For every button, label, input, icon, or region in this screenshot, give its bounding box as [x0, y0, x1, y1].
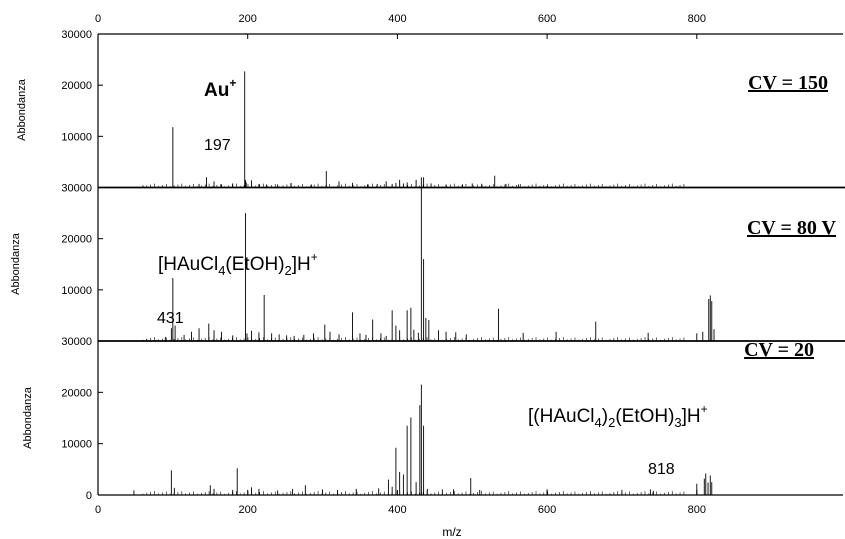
ion-charge: +: [701, 402, 708, 416]
bottom-x-tick-label: 200: [239, 504, 257, 516]
ion-text-4: ]H: [682, 406, 701, 427]
bottom-x-axis: 0 200 400 600 800: [95, 490, 706, 516]
panel-cv80-y-axis: 10000 20000 30000: [61, 183, 103, 297]
ion-charge: +: [311, 250, 318, 264]
panel-cv20: 0 10000 20000 30000 Abbondanza CV = 20 [(HA…: [22, 336, 814, 502]
panel-cv150-mz-label: 197: [204, 137, 231, 154]
panel-cv80-y-title: Abbondanza: [10, 232, 22, 295]
top-x-tick-label: 400: [388, 13, 406, 25]
y-tick-label: 0: [86, 490, 92, 502]
top-x-tick-label: 0: [95, 13, 101, 25]
y-tick-label: 30000: [61, 183, 92, 195]
top-x-tick-label: 800: [688, 13, 706, 25]
y-tick-label: 10000: [61, 439, 92, 451]
ion-text-3: (EtOH): [615, 406, 674, 427]
panel-cv20-y-title: Abbondanza: [22, 386, 34, 449]
panel-cv20-mz-label: 818: [648, 461, 675, 478]
y-tick-label: 20000: [61, 80, 92, 92]
panel-cv150-y-title: Abbondanza: [16, 78, 28, 141]
y-tick-label: 30000: [61, 336, 92, 348]
ion-text-2: ): [602, 406, 608, 427]
y-tick-label: 10000: [61, 285, 92, 297]
panel-cv20-cv-label: CV = 20: [744, 339, 814, 361]
y-tick-label: 20000: [61, 234, 92, 246]
y-tick-label: 30000: [61, 29, 92, 41]
y-tick-label: 10000: [61, 131, 92, 143]
panel-cv150-peaks: [142, 71, 685, 188]
bottom-x-tick-label: 800: [688, 504, 706, 516]
top-x-tick-label: 600: [538, 13, 556, 25]
top-x-tick-label: 200: [239, 13, 257, 25]
top-x-axis: 0 200 400 600 800: [95, 13, 706, 39]
panel-cv150-ion-label: Au+: [204, 76, 236, 101]
bottom-x-tick-label: 400: [388, 504, 406, 516]
panel-cv20-y-axis: 0 10000 20000 30000: [61, 336, 103, 502]
panel-cv150-cv-label: CV = 150: [748, 72, 828, 94]
panel-cv20-peaks: [133, 384, 713, 495]
ion-sub-1: 4: [218, 263, 225, 278]
ion-text-1: [HAuCl: [158, 254, 218, 275]
ion-sub-3: 3: [674, 415, 681, 430]
panel-cv20-ion-label: [(HAuCl4)2(EtOH)3]H+: [528, 402, 708, 430]
panel-cv80-peaks: [142, 187, 715, 341]
ion-charge: +: [229, 76, 236, 90]
ion-sub-2: 2: [285, 263, 292, 278]
panel-cv80-cv-label: CV = 80 V: [747, 217, 837, 239]
panel-cv80: 10000 20000 30000 Abbondanza CV = 80 V [HA…: [10, 183, 837, 341]
ion-text-2: (EtOH): [225, 254, 284, 275]
ion-sub-1: 4: [595, 415, 602, 430]
y-tick-label: 20000: [61, 387, 92, 399]
ion-text-3: ]H: [292, 254, 311, 275]
panel-cv80-mz-label: 431: [157, 310, 184, 327]
ion-sub-2: 2: [608, 415, 615, 430]
ion-text: Au: [204, 80, 229, 101]
bottom-x-tick-label: 600: [538, 504, 556, 516]
panel-cv80-ion-label: [HAuCl4(EtOH)2]H+: [158, 250, 318, 278]
bottom-x-tick-label: 0: [95, 504, 101, 516]
x-axis-title: m/z: [442, 525, 461, 539]
ion-text-1: [(HAuCl: [528, 406, 595, 427]
panel-separators: [98, 186, 845, 342]
panel-cv150-y-axis: 10000 20000 30000: [61, 29, 103, 143]
